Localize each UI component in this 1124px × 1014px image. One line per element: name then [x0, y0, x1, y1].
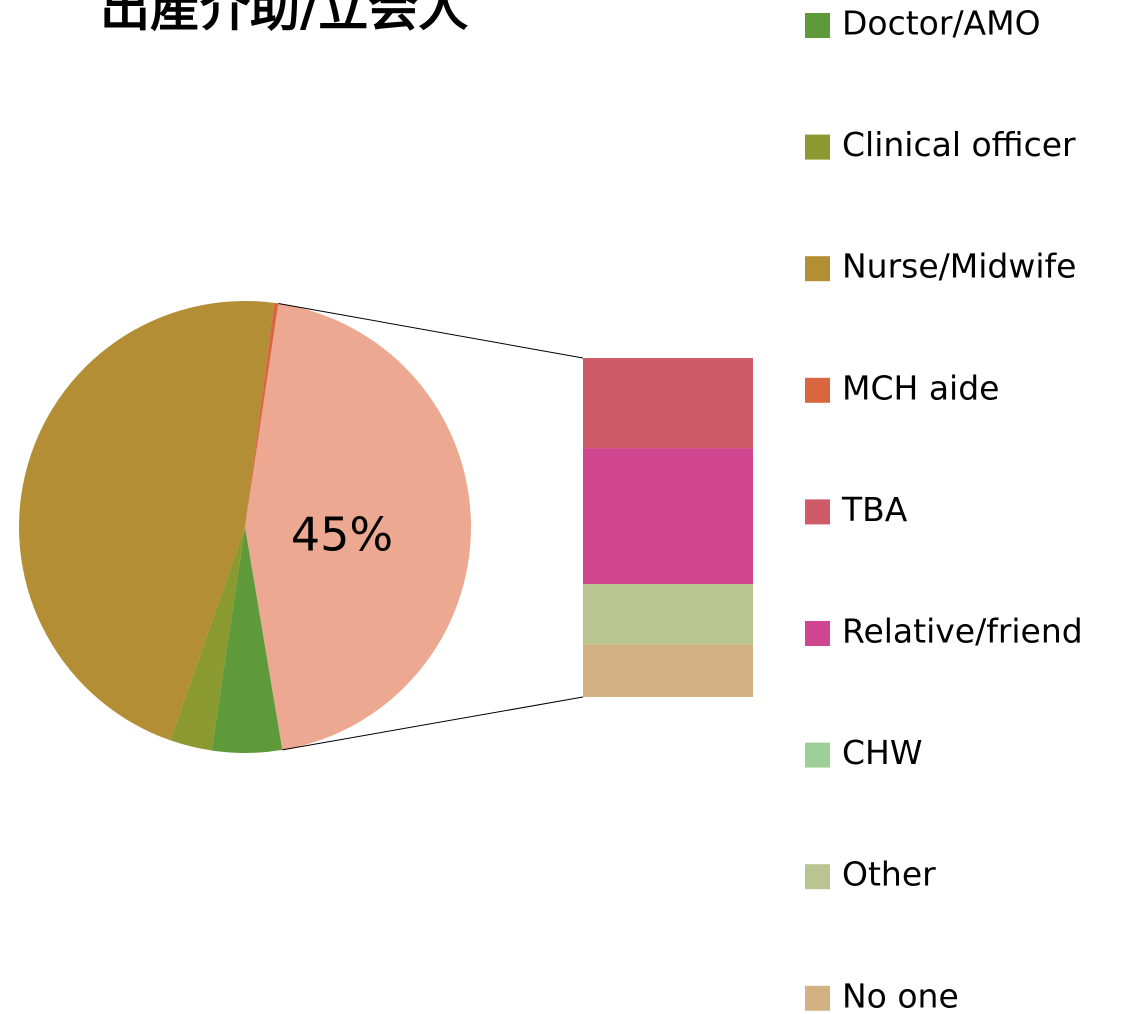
bar-segment [583, 644, 753, 697]
legend-label: Doctor/AMO [842, 4, 1041, 43]
pie-slice [211, 527, 283, 753]
bar-segment [583, 584, 753, 645]
connector-line [282, 696, 584, 751]
bar-segment [583, 448, 753, 584]
legend-swatch [805, 377, 830, 403]
legend-swatch [805, 499, 830, 525]
pie-slice [245, 303, 472, 750]
legend-label: CHW [842, 733, 923, 772]
legend-label: Relative/friend [842, 612, 1083, 651]
legend-label: Other [842, 855, 936, 894]
legend-swatch [805, 134, 830, 160]
legend-swatch [805, 864, 830, 890]
chart-title: 出産介助/立会人 [100, 0, 468, 38]
pie-slice [19, 301, 275, 741]
legend-swatch [805, 13, 830, 38]
pie-slice [170, 527, 245, 751]
legend-label: Nurse/Midwife [842, 247, 1076, 286]
data-label: 45% [291, 508, 393, 562]
legend-swatch [805, 985, 830, 1011]
bar-segment [583, 358, 753, 449]
legend-label: No one [842, 976, 959, 1014]
legend-label: MCH aide [842, 368, 999, 407]
connector-line [278, 302, 584, 359]
legend-swatch [805, 256, 830, 282]
legend-label: Clinical officer [842, 125, 1076, 164]
legend-swatch [805, 621, 830, 646]
legend-label: TBA [841, 490, 908, 529]
legend-swatch [805, 742, 830, 768]
pie-slice [245, 302, 279, 527]
